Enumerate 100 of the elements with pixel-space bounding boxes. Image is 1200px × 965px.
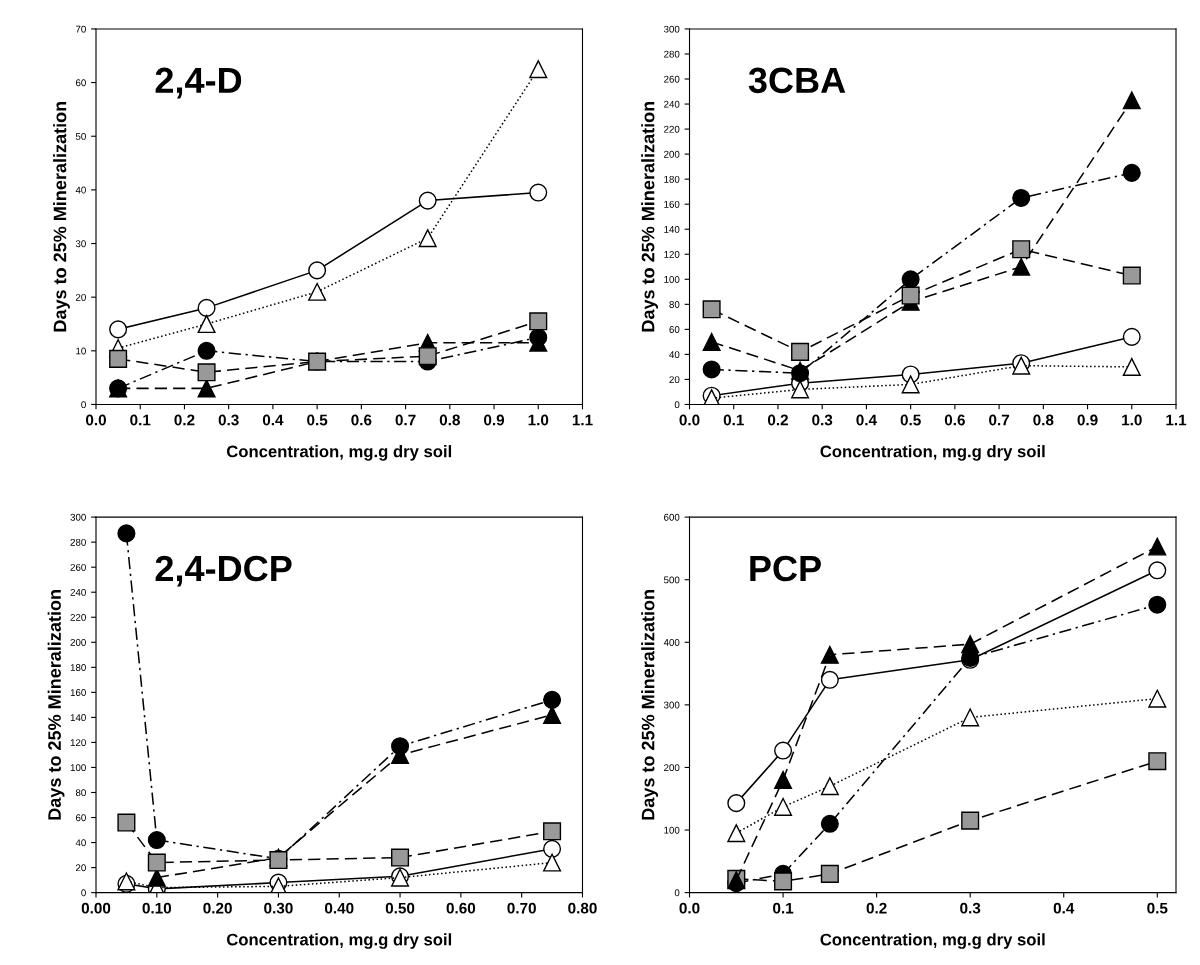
point (961, 708, 980, 727)
y-tick-label: 40 (75, 186, 86, 194)
y-tick-label: 260 (70, 563, 86, 571)
point (1148, 595, 1167, 614)
y-tick-label: 70 (75, 25, 86, 33)
x-tick-label: 0.7 (989, 414, 1010, 426)
y-tick-label: 180 (664, 175, 680, 183)
point (529, 183, 548, 202)
x-tick-label: 0.2 (767, 414, 788, 426)
y-tick-label: 140 (70, 714, 86, 722)
y-tick-label: 280 (70, 538, 86, 546)
x-tick-label: 0.50 (385, 902, 415, 914)
point (147, 831, 166, 850)
point (391, 737, 410, 756)
y-tick-label: 0 (81, 401, 86, 409)
point (1148, 752, 1167, 771)
point (1122, 266, 1141, 285)
text: PCP (750, 555, 821, 582)
y-tick-label: 20 (75, 864, 86, 872)
point (197, 298, 216, 317)
point (1012, 188, 1031, 207)
point (117, 813, 136, 832)
x-tick-label: 0.2 (174, 414, 195, 426)
y-axis-title: Days to 25% Mineralization (53, 101, 70, 332)
point (901, 375, 920, 394)
x-tick-label: 1.1 (1166, 414, 1187, 426)
point (774, 872, 793, 891)
x-tick-label: 0.00 (81, 902, 111, 914)
y-tick-label: 80 (669, 301, 680, 308)
y-tick-label: 180 (70, 664, 86, 671)
point (109, 320, 128, 339)
point (197, 341, 216, 360)
y-tick-label: 140 (664, 225, 680, 233)
y-tick-label: 40 (75, 839, 86, 847)
y-tick-label: 100 (664, 276, 680, 283)
y-axis-title: Days to 25% Mineralization (641, 101, 659, 332)
point (820, 670, 839, 689)
point (1122, 327, 1141, 346)
point (791, 364, 810, 383)
point (901, 270, 920, 289)
text: 3CBA (748, 67, 846, 94)
x-tick-label: 0.4 (856, 414, 877, 426)
y-tick-label: 120 (664, 250, 680, 258)
point (961, 811, 980, 830)
y-axis-title: Days to 25% Mineralization (641, 590, 659, 820)
x-tick-label: 0.40 (324, 902, 354, 914)
x-tick-label: 0.4 (1053, 902, 1075, 914)
y-tick-label: 40 (669, 351, 680, 359)
point (774, 741, 793, 760)
x-tick-label: 0.60 (446, 902, 476, 914)
point (702, 360, 721, 379)
y-tick-label: 80 (75, 789, 86, 797)
point (147, 853, 166, 872)
x-tick-label: 0.3 (812, 414, 833, 426)
y-tick-label: 20 (75, 293, 86, 301)
x-tick-label: 0.0 (679, 902, 700, 914)
x-tick-label: 0.8 (1033, 414, 1054, 426)
y-tick-label: 300 (663, 25, 680, 33)
y-tick-label: 200 (664, 764, 680, 772)
y-tick-label: 100 (664, 826, 680, 834)
x-tick-label: 0.10 (142, 902, 172, 914)
point (109, 349, 128, 368)
point (820, 864, 839, 883)
point (702, 332, 721, 351)
x-axis-title: Concentration, mg.g dry soil (226, 445, 452, 461)
y-tick-label: 20 (669, 376, 680, 384)
x-tick-label: 0.0 (85, 414, 106, 426)
point (1148, 561, 1167, 580)
x-tick-label: 0.5 (900, 414, 921, 426)
point (1122, 357, 1141, 376)
point (727, 794, 746, 813)
x-tick-label: 1.1 (572, 414, 593, 426)
point (418, 229, 437, 248)
x-tick-label: 0.9 (484, 414, 505, 426)
point (774, 770, 793, 790)
y-tick-label: 160 (664, 200, 680, 208)
point (529, 60, 548, 79)
point (308, 261, 327, 280)
y-tick-label: 220 (70, 613, 86, 621)
point (197, 363, 216, 382)
point (774, 797, 793, 816)
y-tick-label: 200 (70, 639, 86, 646)
y-tick-label: 10 (76, 347, 86, 355)
point (308, 282, 327, 301)
point (702, 300, 721, 319)
x-tick-label: 1.0 (1122, 414, 1142, 426)
point (543, 690, 562, 709)
y-tick-label: 200 (664, 150, 680, 158)
y-tick-label: 240 (70, 588, 86, 596)
point (1122, 91, 1141, 110)
y-tick-label: 30 (75, 240, 86, 248)
point (1122, 163, 1141, 182)
point (820, 814, 839, 833)
x-tick-label: 0.1 (723, 414, 744, 426)
x-tick-label: 0.3 (218, 414, 239, 426)
y-tick-label: 100 (70, 764, 86, 772)
x-axis-title: Concentration, mg.g dry soil (820, 933, 1045, 949)
y-tick-label: 300 (663, 701, 680, 709)
point (791, 342, 810, 361)
x-tick-label: 0.9 (1077, 414, 1098, 426)
